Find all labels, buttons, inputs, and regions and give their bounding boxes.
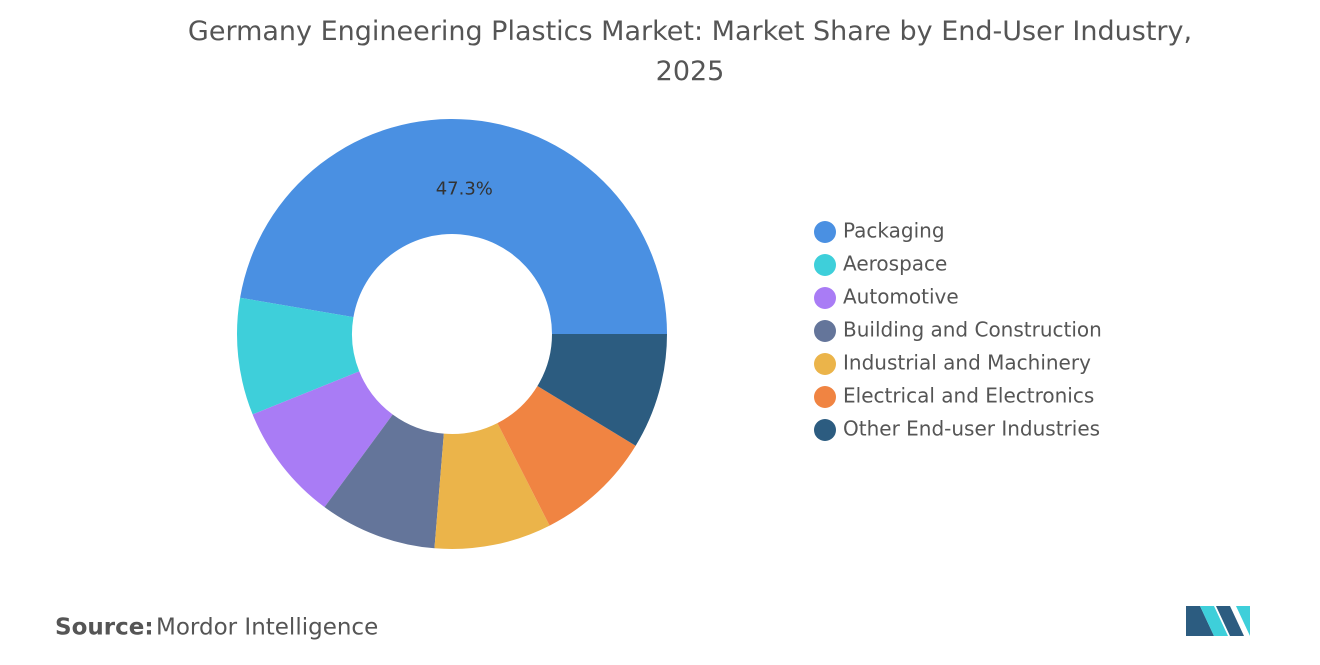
slice (252, 371, 393, 508)
chart-title: Germany Engineering Plastics Market: Mar… (187, 16, 1193, 87)
legend-label: Building and Construction (843, 318, 1102, 342)
legend-marker (814, 221, 836, 243)
slice (434, 423, 550, 550)
legend-marker (814, 287, 836, 309)
legend-marker (814, 254, 836, 276)
legend-marker (814, 353, 836, 375)
slice (497, 385, 636, 526)
slice (236, 297, 360, 415)
legend-marker (814, 419, 836, 441)
legend-label: Packaging (843, 219, 945, 243)
slice (537, 334, 667, 446)
slice (240, 118, 667, 334)
legend-marker (814, 320, 836, 342)
legend-label: Automotive (843, 285, 959, 309)
legend-label: Industrial and Machinery (843, 351, 1091, 375)
source-label: Source: (55, 615, 154, 641)
logo (1186, 606, 1250, 636)
legend-marker (814, 386, 836, 408)
legend-label: Electrical and Electronics (843, 384, 1094, 408)
slice (324, 414, 444, 549)
data-label: 47.3% (436, 179, 493, 200)
source-text: Mordor Intelligence (156, 615, 378, 641)
legend-label: Other End-user Industries (843, 417, 1100, 441)
legend-label: Aerospace (843, 252, 947, 276)
